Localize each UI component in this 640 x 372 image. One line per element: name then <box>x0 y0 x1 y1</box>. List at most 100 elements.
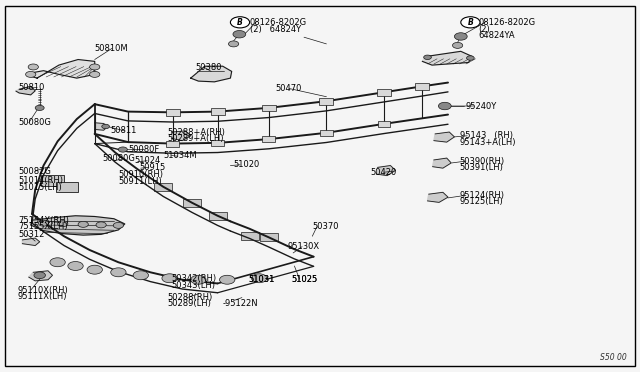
Bar <box>209 212 227 220</box>
Text: 50810: 50810 <box>18 83 44 92</box>
Text: B: B <box>467 18 474 27</box>
Text: 51014(RH): 51014(RH) <box>18 176 63 185</box>
Bar <box>56 182 79 192</box>
Polygon shape <box>434 132 454 142</box>
Text: 50380: 50380 <box>195 63 221 72</box>
Circle shape <box>58 221 68 227</box>
Text: 50080F: 50080F <box>128 145 159 154</box>
Polygon shape <box>31 216 125 235</box>
Circle shape <box>133 271 148 280</box>
Circle shape <box>233 31 246 38</box>
Text: 08126-8202G: 08126-8202G <box>250 18 307 27</box>
Circle shape <box>26 71 36 77</box>
Text: -95122N: -95122N <box>223 299 259 308</box>
Circle shape <box>111 268 126 277</box>
Text: 50370: 50370 <box>312 222 339 231</box>
Bar <box>415 83 429 90</box>
Text: S50 00: S50 00 <box>600 353 627 362</box>
Polygon shape <box>428 192 448 202</box>
Text: 95143+A(LH): 95143+A(LH) <box>460 138 516 147</box>
Text: 95240Y: 95240Y <box>466 102 497 110</box>
Polygon shape <box>22 238 40 246</box>
Circle shape <box>438 102 451 110</box>
Circle shape <box>90 64 100 70</box>
Circle shape <box>454 33 467 40</box>
Polygon shape <box>433 158 451 168</box>
Text: 50342(RH): 50342(RH) <box>172 275 217 283</box>
Text: 75155X(LH): 75155X(LH) <box>18 222 68 231</box>
Circle shape <box>118 147 127 152</box>
Circle shape <box>68 262 83 270</box>
Bar <box>183 199 201 207</box>
Circle shape <box>96 222 106 228</box>
Bar <box>166 109 180 116</box>
Bar <box>211 108 225 115</box>
Circle shape <box>220 275 235 284</box>
Circle shape <box>252 274 267 283</box>
Text: 50915: 50915 <box>140 163 166 172</box>
Text: 50910(RH): 50910(RH) <box>118 170 163 179</box>
Polygon shape <box>172 131 191 141</box>
Circle shape <box>452 42 463 48</box>
Text: 50390(RH): 50390(RH) <box>460 157 505 166</box>
Text: 50080G: 50080G <box>18 118 51 127</box>
Text: 50080G: 50080G <box>102 154 135 163</box>
Text: 50343(LH): 50343(LH) <box>172 281 216 290</box>
Polygon shape <box>376 166 396 176</box>
Bar <box>377 89 391 96</box>
Bar <box>378 121 390 127</box>
Text: (2): (2) <box>479 25 490 33</box>
Text: 50811: 50811 <box>110 126 136 135</box>
Text: B: B <box>237 18 243 27</box>
Bar <box>41 175 64 186</box>
Bar <box>260 233 278 241</box>
Circle shape <box>78 221 88 227</box>
Bar <box>241 232 259 240</box>
Bar <box>154 183 172 191</box>
Text: 51034M: 51034M <box>163 151 197 160</box>
Circle shape <box>87 265 102 274</box>
Text: 51015(LH): 51015(LH) <box>18 183 61 192</box>
Circle shape <box>113 222 124 228</box>
Circle shape <box>461 17 480 28</box>
Bar <box>166 141 179 147</box>
Bar <box>211 140 224 146</box>
Circle shape <box>162 274 177 283</box>
Circle shape <box>28 64 38 70</box>
Text: 51031: 51031 <box>248 275 275 283</box>
Text: 51020: 51020 <box>234 160 260 169</box>
Bar <box>319 98 333 105</box>
Text: 51025: 51025 <box>291 275 317 283</box>
Polygon shape <box>31 60 95 78</box>
Text: 75154X(RH): 75154X(RH) <box>18 216 68 225</box>
Circle shape <box>90 71 100 77</box>
Bar <box>262 105 276 111</box>
Circle shape <box>102 124 109 129</box>
Text: 50082G: 50082G <box>18 167 51 176</box>
Polygon shape <box>95 123 108 130</box>
Polygon shape <box>422 51 472 65</box>
Text: 50288+A(RH): 50288+A(RH) <box>168 128 225 137</box>
Text: 50391(LH): 50391(LH) <box>460 163 504 172</box>
Bar <box>262 136 275 142</box>
Text: 51031: 51031 <box>248 275 275 283</box>
Circle shape <box>467 56 474 60</box>
Circle shape <box>38 220 49 226</box>
Text: 08126-8202G: 08126-8202G <box>479 18 536 27</box>
Text: 50312: 50312 <box>18 230 44 239</box>
Text: 50420: 50420 <box>370 168 396 177</box>
Text: 95124(RH): 95124(RH) <box>460 191 504 200</box>
Polygon shape <box>29 271 52 281</box>
Circle shape <box>424 55 431 60</box>
Text: 51024: 51024 <box>134 156 161 165</box>
Bar <box>320 130 333 136</box>
Text: (2)   64824Y: (2) 64824Y <box>250 25 301 33</box>
Text: 64824YA: 64824YA <box>479 31 515 40</box>
Polygon shape <box>16 86 35 95</box>
Circle shape <box>191 275 206 284</box>
Circle shape <box>228 41 239 47</box>
Text: 50288(RH): 50288(RH) <box>168 293 213 302</box>
Circle shape <box>35 105 44 110</box>
Text: 95125(LH): 95125(LH) <box>460 197 503 206</box>
Text: 50289+A(LH): 50289+A(LH) <box>168 134 224 143</box>
